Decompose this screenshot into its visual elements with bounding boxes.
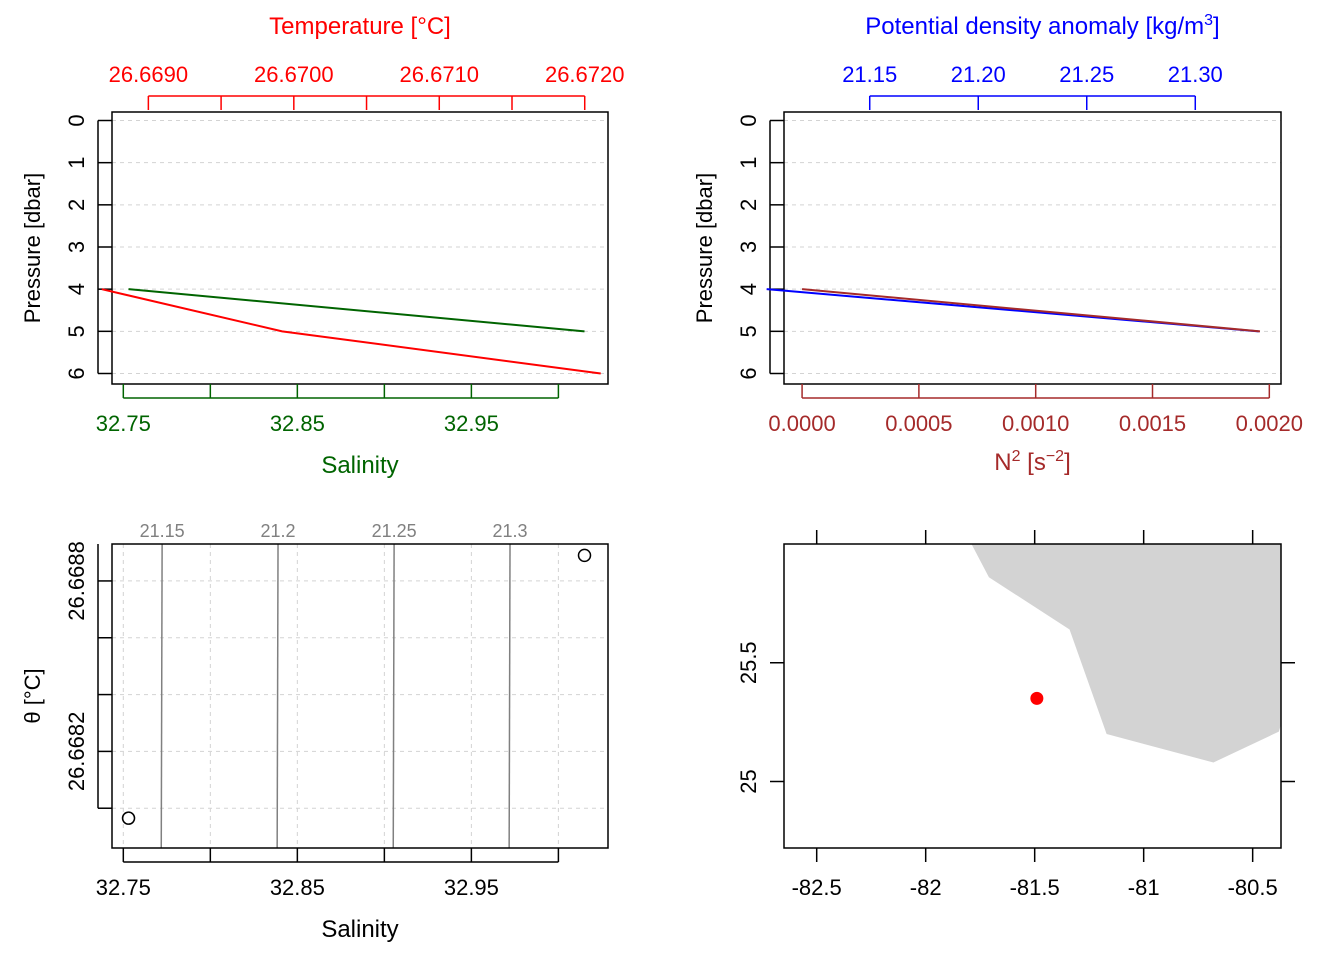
salinity-axis-label: Salinity bbox=[321, 452, 398, 479]
isopycnal-label: 21.3 bbox=[492, 521, 527, 541]
temperature-series-line bbox=[101, 288, 601, 375]
plot-frame bbox=[111, 543, 609, 849]
salinity-tick-label: 32.95 bbox=[444, 411, 499, 436]
density-tick-label: 21.20 bbox=[951, 62, 1006, 87]
pressure-axis-label: Pressure [dbar] bbox=[692, 173, 717, 323]
theta-axis-label: θ [°C] bbox=[20, 668, 45, 723]
station-marker bbox=[1030, 691, 1044, 705]
ts-data-point bbox=[577, 548, 592, 563]
isopycnal-line bbox=[160, 543, 163, 849]
isopycnal-label: 21.25 bbox=[372, 521, 417, 541]
longitude-tick-label: -82.5 bbox=[792, 875, 842, 900]
salinity-tick-label: 32.95 bbox=[444, 875, 499, 900]
pressure-axis-label: Pressure [dbar] bbox=[20, 173, 45, 323]
pressure-tick-label: 0 bbox=[736, 114, 761, 126]
n2-tick-label: 0.0015 bbox=[1119, 411, 1186, 436]
isopycnal-line bbox=[508, 543, 511, 849]
pressure-tick-label: 6 bbox=[736, 367, 761, 379]
salinity-tick-label: 32.85 bbox=[270, 411, 325, 436]
pressure-tick-label: 4 bbox=[736, 283, 761, 295]
density-tick-label: 21.30 bbox=[1168, 62, 1223, 87]
pressure-tick-label: 5 bbox=[64, 325, 89, 337]
pressure-tick-label: 1 bbox=[64, 157, 89, 169]
profile-density-panel: 0 1 2 3 4 5 6 Pressure [dbar] 21.15 21.20 21.25 21.… bbox=[692, 12, 1303, 476]
density-axis-label: Potential density anomaly [kg/m3] bbox=[865, 12, 1219, 40]
temperature-tick-label: 26.6700 bbox=[254, 62, 334, 87]
latitude-tick-label: 25.5 bbox=[736, 641, 761, 684]
land-polygon bbox=[971, 544, 1281, 763]
plot-frame bbox=[783, 111, 1282, 385]
ts-diagram-panel: 21.15 21.2 21.25 21.3 32.75 32.85 32.95 Salinit… bbox=[20, 521, 609, 943]
n2-tick-label: 0.0005 bbox=[885, 411, 952, 436]
longitude-tick-label: -82 bbox=[910, 875, 942, 900]
salinity-axis-label: Salinity bbox=[321, 916, 398, 943]
longitude-tick-label: -80.5 bbox=[1228, 875, 1278, 900]
n2-tick-label: 0.0020 bbox=[1236, 411, 1303, 436]
profile-ts-panel: 0 1 2 3 4 5 6 Pressure [dbar] 26.6690 26.6700 26.6… bbox=[20, 13, 625, 479]
temperature-tick-label: 26.6690 bbox=[109, 62, 189, 87]
plot-frame bbox=[111, 111, 609, 385]
latitude-tick-label: 25 bbox=[736, 769, 761, 793]
theta-tick-label: 26.6688 bbox=[64, 541, 89, 621]
temperature-tick-label: 26.6710 bbox=[400, 62, 480, 87]
temperature-tick-label: 26.6720 bbox=[545, 62, 625, 87]
theta-tick-label: 26.6682 bbox=[64, 712, 89, 792]
salinity-tick-label: 32.75 bbox=[96, 875, 151, 900]
salinity-tick-label: 32.85 bbox=[270, 875, 325, 900]
isopycnal-label: 21.15 bbox=[140, 521, 185, 541]
temperature-axis-label: Temperature [°C] bbox=[269, 13, 451, 40]
pressure-tick-label: 1 bbox=[736, 157, 761, 169]
isopycnal-label: 21.2 bbox=[261, 521, 296, 541]
n2-tick-label: 0.0000 bbox=[768, 411, 835, 436]
n2-series-line bbox=[801, 288, 1261, 333]
salinity-series-line bbox=[128, 288, 585, 333]
ts-data-point bbox=[121, 811, 136, 825]
density-tick-label: 21.25 bbox=[1059, 62, 1114, 87]
longitude-tick-label: -81 bbox=[1128, 875, 1160, 900]
isopycnal-line bbox=[392, 543, 395, 849]
longitude-tick-label: -81.5 bbox=[1010, 875, 1060, 900]
pressure-tick-label: 2 bbox=[736, 199, 761, 211]
pressure-tick-label: 3 bbox=[64, 241, 89, 253]
density-tick-label: 21.15 bbox=[842, 62, 897, 87]
pressure-tick-label: 4 bbox=[64, 283, 89, 295]
n2-tick-label: 0.0010 bbox=[1002, 411, 1069, 436]
station-map-panel: -82.5 -82 -81.5 -81 -80.5 25 25.5 bbox=[736, 530, 1295, 900]
pressure-tick-label: 0 bbox=[64, 114, 89, 126]
isopycnal-line bbox=[276, 543, 279, 849]
salinity-tick-label: 32.75 bbox=[96, 411, 151, 436]
n2-axis-label: N2 [s−2] bbox=[994, 448, 1071, 476]
map-frame bbox=[783, 543, 1282, 849]
pressure-tick-label: 5 bbox=[736, 325, 761, 337]
pressure-tick-label: 3 bbox=[736, 241, 761, 253]
pressure-tick-label: 6 bbox=[64, 367, 89, 379]
pressure-tick-label: 2 bbox=[64, 199, 89, 211]
